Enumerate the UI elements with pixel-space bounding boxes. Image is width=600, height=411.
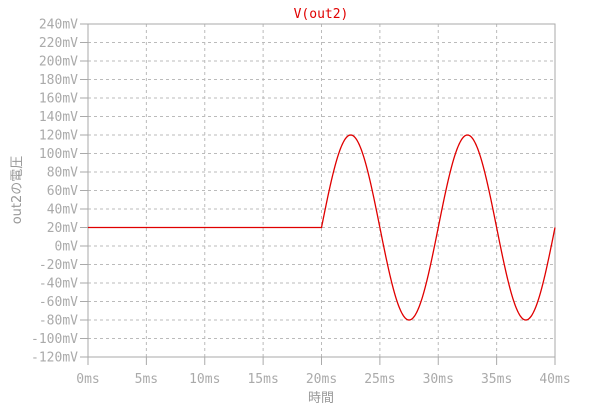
- x-tick-label: 35ms: [481, 372, 512, 387]
- x-tick-label: 15ms: [247, 372, 278, 387]
- y-tick-label: 160mV: [39, 92, 78, 107]
- y-tick-label: 220mV: [39, 36, 78, 51]
- x-tick-label: 0ms: [76, 372, 99, 387]
- plot-frame: [87, 23, 556, 358]
- x-tick-label: 30ms: [423, 372, 454, 387]
- y-tick-label: -100mV: [31, 332, 78, 347]
- y-tick-label: 180mV: [39, 73, 78, 88]
- y-tick-label: 240mV: [39, 18, 78, 33]
- y-tick-label: -120mV: [31, 351, 78, 366]
- y-tick-label: 60mV: [47, 184, 78, 199]
- x-tick-label: 25ms: [364, 372, 395, 387]
- y-tick-label: 40mV: [47, 203, 78, 218]
- series-line-v-out2: [88, 134, 556, 321]
- y-tick-label: -20mV: [39, 258, 78, 273]
- y-tick-label: 80mV: [47, 166, 78, 181]
- x-tick-label: 40ms: [539, 372, 570, 387]
- y-tick-label: -40mV: [39, 277, 78, 292]
- grid: [88, 24, 555, 357]
- x-axis-label: 時間: [308, 391, 334, 406]
- x-tick-label: 20ms: [306, 372, 337, 387]
- y-tick-label: -60mV: [39, 295, 78, 310]
- y-tick-label: 20mV: [47, 221, 78, 236]
- x-tick-label: 5ms: [135, 372, 158, 387]
- y-tick-label: 140mV: [39, 110, 78, 125]
- x-tick-label: 10ms: [189, 372, 220, 387]
- y-tick-label: 0mV: [55, 240, 79, 255]
- y-tick-label: 200mV: [39, 55, 78, 70]
- chart-title: V(out2): [294, 7, 349, 22]
- y-tick-label: 100mV: [39, 147, 78, 162]
- y-axis-label: out2の電圧: [10, 156, 25, 225]
- y-tick-label: 120mV: [39, 129, 78, 144]
- ticks: 0ms 5ms 10ms 15ms 20ms 25ms 30ms 35ms 40ms 240mV 2…: [31, 18, 571, 388]
- y-tick-label: -80mV: [39, 314, 78, 329]
